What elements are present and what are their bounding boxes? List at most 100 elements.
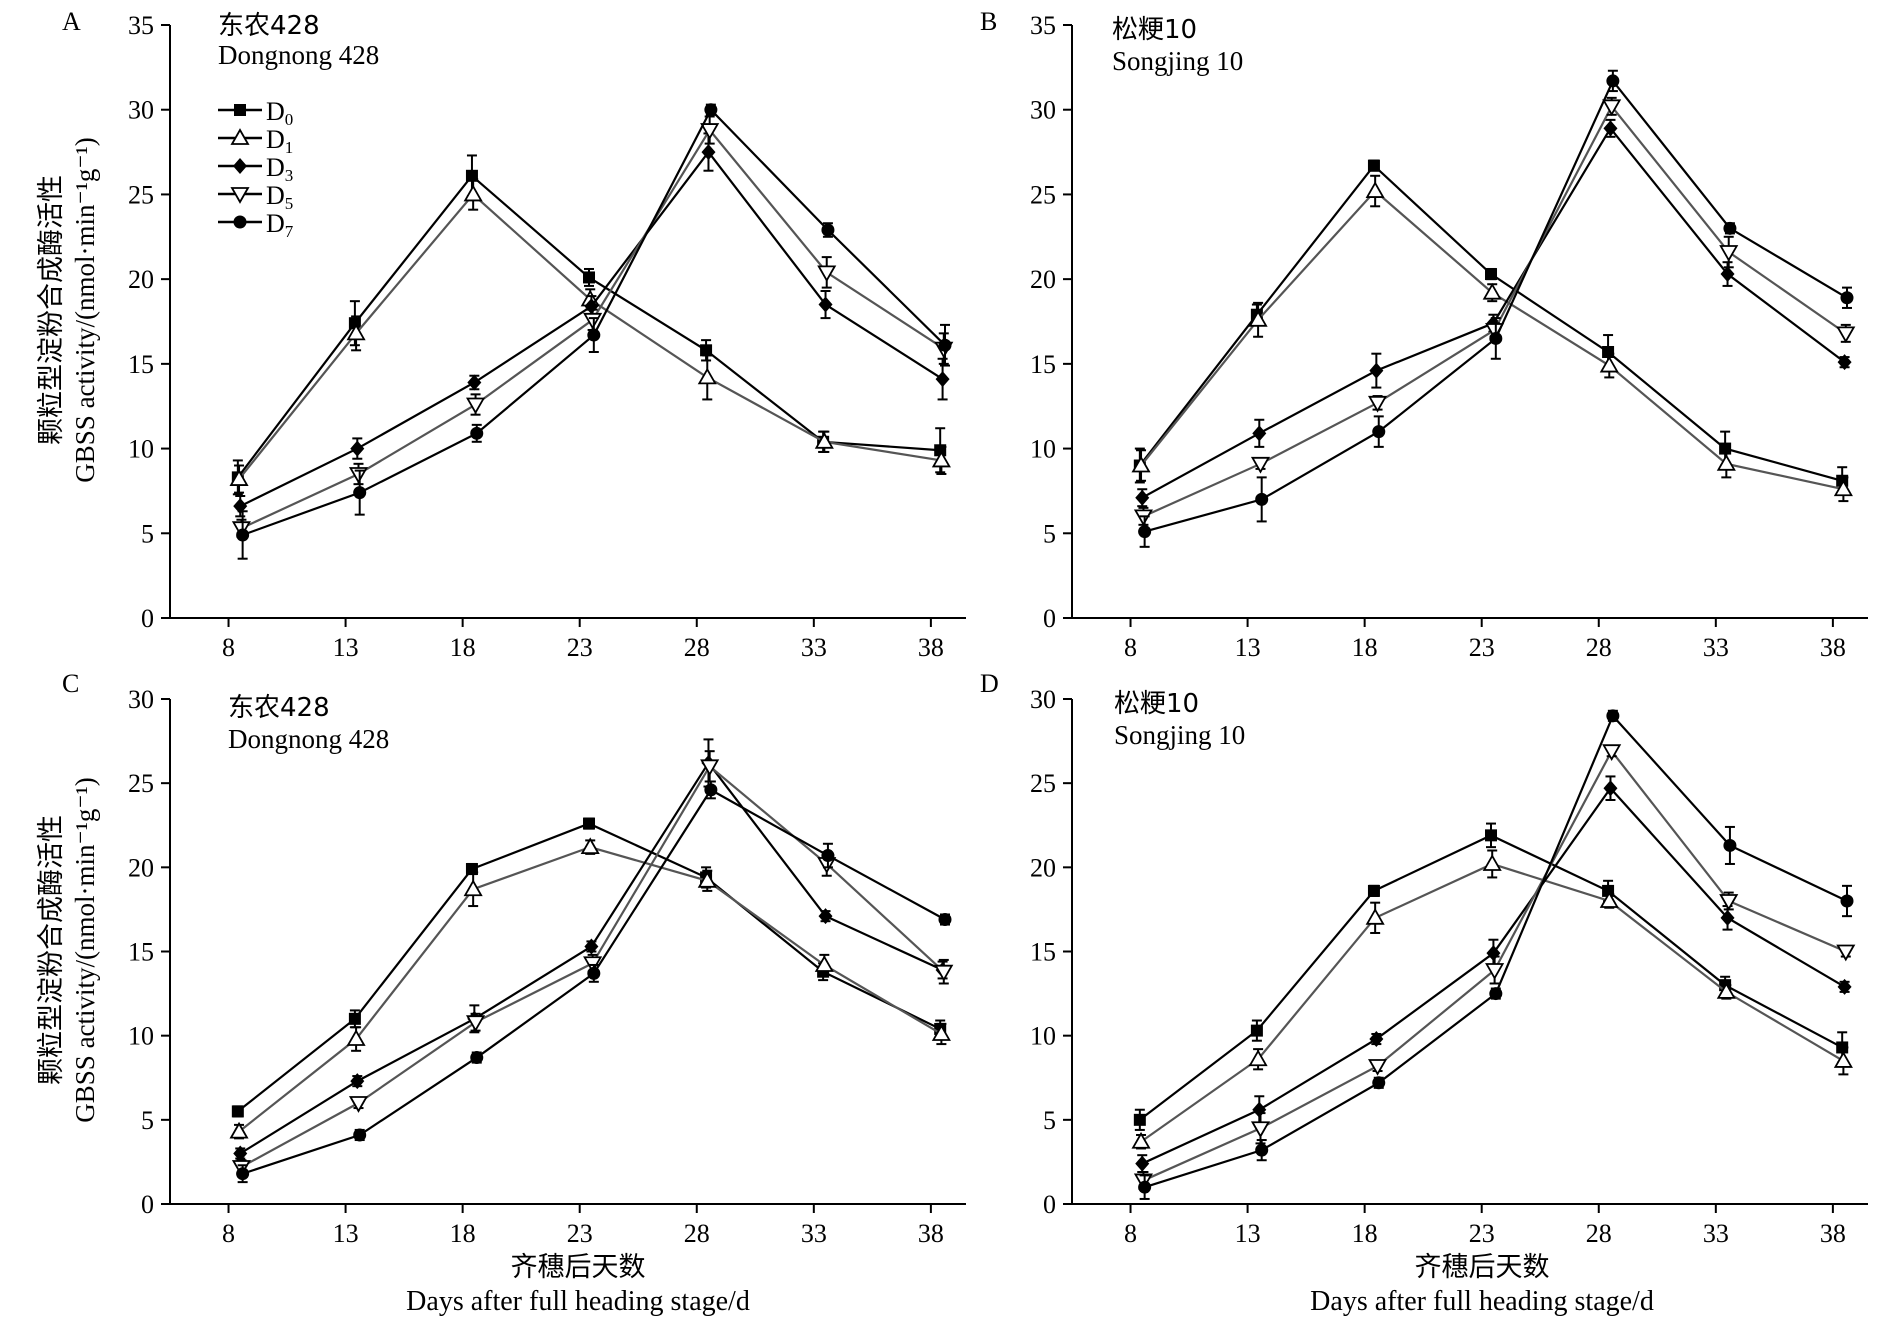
data-point-diamond-filled <box>467 374 482 391</box>
data-point-square-filled <box>1485 829 1498 842</box>
data-point-diamond-filled <box>1135 489 1150 506</box>
x-tick-label: 18 <box>450 1219 476 1248</box>
panel-d-cultivar-en: Songjing 10 <box>1114 720 1245 750</box>
data-point-triangle-up-open <box>1365 181 1385 198</box>
data-point-diamond-filled <box>1603 120 1618 137</box>
y-axis-label-en-bottom: GBSS activity/(nmol·min⁻¹g⁻¹) <box>70 777 100 1122</box>
y-tick-label: 5 <box>141 519 154 548</box>
data-point-triangle-up-open <box>697 870 717 888</box>
series-d5 <box>231 115 954 539</box>
data-point-triangle-down-open <box>1485 963 1505 980</box>
panel-b-cultivar-cn: 松粳10 <box>1112 15 1197 45</box>
y-tick-label: 10 <box>128 435 154 464</box>
x-tick-label: 28 <box>684 1219 710 1248</box>
x-tick-label: 8 <box>222 633 235 662</box>
data-point-triangle-up-open <box>1482 854 1502 871</box>
legend-marker-triangle-down-open <box>230 187 250 204</box>
data-point-diamond-filled <box>701 144 716 161</box>
y-tick-label: 15 <box>1030 350 1056 379</box>
y-tick-label: 25 <box>1030 180 1056 209</box>
y-tick-label: 30 <box>1030 96 1056 125</box>
data-point-triangle-up-open <box>931 1024 951 1041</box>
y-tick-label: 5 <box>1043 519 1056 548</box>
panel-d-plot: 0 5 10 15 20 25 30 8 13 18 23 28 33 38 <box>1030 685 1868 1248</box>
y-tick-label: 30 <box>1030 685 1056 714</box>
x-tick-label: 18 <box>1352 1219 1378 1248</box>
data-point-circle-filled <box>938 338 952 352</box>
y-tick-label: 30 <box>128 96 154 125</box>
data-point-circle-filled <box>233 215 247 229</box>
data-point-circle-filled <box>1255 1143 1269 1157</box>
series-d7 <box>1138 709 1854 1200</box>
x-tick-label: 13 <box>333 633 359 662</box>
series-d7 <box>1138 69 1854 548</box>
series-d1 <box>1131 849 1853 1150</box>
x-tick-label: 28 <box>1586 1219 1612 1248</box>
panel-letter-c: C <box>62 669 79 698</box>
y-tick-label: 15 <box>1030 938 1056 967</box>
data-point-triangle-down-open <box>1368 395 1388 413</box>
data-point-triangle-down-open <box>700 759 720 777</box>
y-tick-label: 5 <box>1043 1106 1056 1135</box>
y-tick-label: 20 <box>1030 265 1056 294</box>
panel-b-cultivar-en: Songjing 10 <box>1112 46 1243 76</box>
data-point-circle-filled <box>1138 525 1152 539</box>
data-point-square-filled <box>234 104 246 116</box>
data-point-square-filled <box>583 271 596 284</box>
data-point-diamond-filled <box>350 1073 365 1090</box>
x-axis-label-cn-right: 齐穗后天数 <box>1415 1252 1550 1283</box>
panel-c-cultivar-en: Dongnong 428 <box>228 724 389 754</box>
legend: D0 D1 D3 D5 D7 <box>218 97 294 241</box>
data-point-square-filled <box>348 1012 361 1025</box>
data-point-diamond-filled <box>1837 354 1852 371</box>
x-tick-label: 33 <box>1703 633 1729 662</box>
data-point-square-filled <box>1719 442 1732 455</box>
data-point-circle-filled <box>587 328 601 342</box>
data-point-diamond-filled <box>233 1145 248 1162</box>
y-tick-label: 10 <box>1030 1022 1056 1051</box>
y-axis-label-cn-bottom: 颗粒型淀粉合成酶活性 <box>36 815 67 1085</box>
data-point-triangle-up-open <box>230 128 250 145</box>
data-point-circle-filled <box>353 486 367 500</box>
series-d3 <box>233 738 950 1162</box>
data-point-circle-filled <box>353 1128 367 1142</box>
y-tick-label: 0 <box>1043 604 1056 633</box>
x-tick-label: 13 <box>1235 633 1261 662</box>
data-point-diamond-filled <box>1720 909 1735 926</box>
data-point-triangle-down-open <box>1250 1121 1271 1139</box>
data-point-triangle-up-open <box>463 879 483 897</box>
data-point-square-filled <box>1367 159 1380 172</box>
data-point-triangle-up-open <box>814 431 834 449</box>
data-point-triangle-down-open <box>1602 744 1622 761</box>
panel-c-plot: 0 5 10 15 20 25 30 8 13 18 23 28 33 38 <box>128 685 966 1248</box>
data-point-circle-filled <box>1255 492 1269 506</box>
y-tick-label: 20 <box>128 265 154 294</box>
legend-item-d7: D7 <box>218 209 294 241</box>
data-point-diamond-filled <box>233 498 248 515</box>
y-tick-label: 0 <box>1043 1190 1056 1219</box>
legend-item-d5: D5 <box>218 181 293 213</box>
data-point-circle-filled <box>938 913 952 927</box>
x-tick-label: 28 <box>684 633 710 662</box>
x-tick-label: 23 <box>1469 633 1495 662</box>
series-d1 <box>229 837 951 1140</box>
data-point-circle-filled <box>821 223 835 237</box>
legend-item-d3: D3 <box>218 153 293 185</box>
data-point-diamond-filled <box>1369 1031 1384 1048</box>
data-point-triangle-down-open <box>817 265 837 283</box>
series-line <box>237 822 941 1113</box>
data-point-triangle-down-open <box>1602 99 1622 117</box>
y-tick-label: 25 <box>1030 769 1056 798</box>
data-point-diamond-filled <box>1252 1101 1267 1118</box>
y-tick-label: 0 <box>141 604 154 633</box>
data-point-circle-filled <box>236 528 250 542</box>
data-point-square-filled <box>700 344 713 357</box>
x-axis-label-en-left: Days after full heading stage/d <box>406 1286 750 1317</box>
data-point-circle-filled <box>1840 894 1854 908</box>
legend-label: D1 <box>266 125 293 157</box>
data-point-triangle-up-open <box>1833 479 1853 497</box>
panel-a-plot: 0 5 10 15 20 25 30 35 8 13 18 23 28 33 38 <box>128 11 966 662</box>
x-tick-label: 23 <box>1469 1219 1495 1248</box>
data-point-triangle-up-open <box>697 367 717 385</box>
